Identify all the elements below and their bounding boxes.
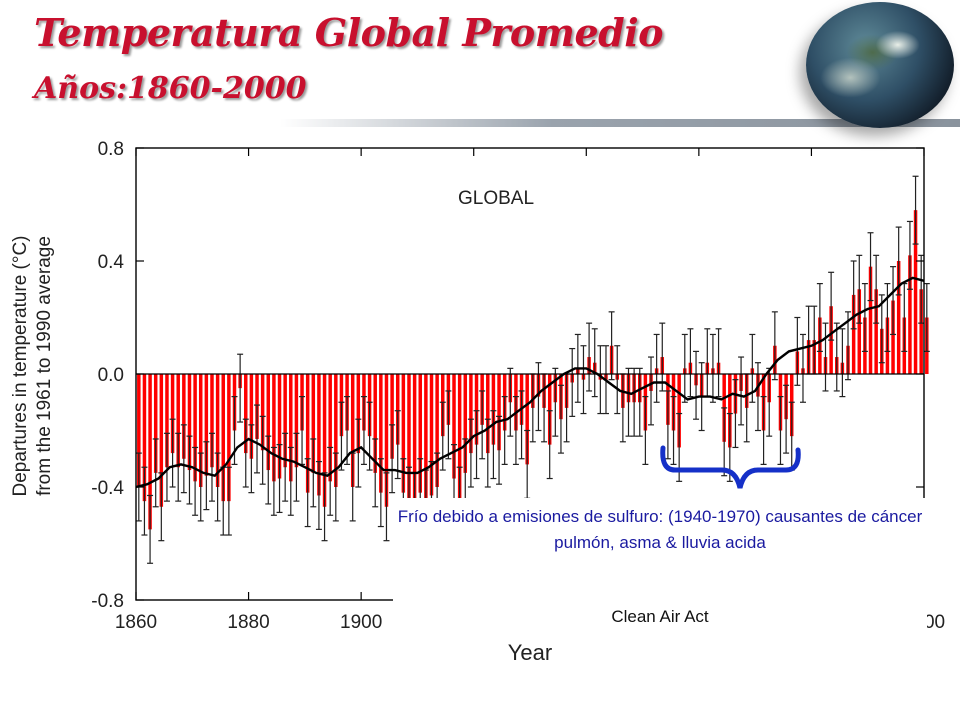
- bar-1895: [334, 374, 338, 487]
- y-tick-label-0: 0.8: [98, 139, 124, 160]
- bar-1871: [198, 374, 203, 487]
- bar-1887: [289, 374, 293, 482]
- bar-1902: [373, 374, 377, 473]
- bar-1875: [221, 374, 225, 502]
- bar-1899: [356, 374, 361, 454]
- bar-1919: [469, 374, 473, 454]
- chart-title: GLOBAL: [458, 188, 534, 209]
- bar-1876: [227, 374, 231, 502]
- bar-1870: [193, 374, 197, 482]
- y-tick-label-1: 0.4: [98, 252, 125, 273]
- bar-1865: [165, 374, 169, 468]
- x-tick-label-1860: 1860: [115, 612, 157, 633]
- bar-1918: [463, 374, 468, 473]
- clean-air-act-label: Clean Air Act: [611, 607, 709, 626]
- bar-1998: [913, 210, 918, 374]
- bar-1988: [857, 289, 862, 374]
- bar-1906: [395, 374, 400, 445]
- bar-1909: [412, 374, 417, 507]
- bar-1872: [204, 374, 209, 476]
- bar-1956: [677, 374, 681, 448]
- title-divider: [280, 119, 960, 127]
- bar-1933: [547, 374, 552, 445]
- bar-1912: [429, 374, 434, 496]
- bar-1862: [148, 374, 152, 530]
- bar-1904: [384, 374, 389, 507]
- bar-1860: [137, 374, 141, 487]
- bar-1886: [283, 374, 287, 468]
- bar-1913: [435, 374, 439, 487]
- bar-1866: [170, 374, 175, 454]
- bar-1965: [728, 374, 732, 448]
- x-tick-label-1880: 1880: [227, 612, 269, 633]
- bar-1924: [497, 374, 501, 451]
- bar-1888: [294, 374, 299, 468]
- bar-1911: [424, 374, 428, 504]
- slide-subtitle: Años:1860-2000: [34, 71, 307, 106]
- bar-1990: [868, 266, 873, 374]
- bar-1999: [919, 289, 923, 374]
- bar-1916: [452, 374, 456, 479]
- bar-1987: [851, 294, 856, 374]
- bar-1898: [350, 374, 355, 487]
- bar-1873: [210, 374, 214, 468]
- bar-1894: [328, 374, 332, 482]
- bar-1929: [525, 374, 529, 465]
- annotation-text: Frío debido a emisiones de sulfuro: (194…: [397, 507, 923, 552]
- smoothed-trend-line: [135, 276, 925, 489]
- bar-1885: [277, 374, 282, 479]
- period-brace: [660, 445, 801, 489]
- bar-1867: [176, 374, 180, 468]
- bar-1917: [457, 374, 462, 502]
- bar-1905: [390, 374, 394, 459]
- bar-1991: [874, 289, 878, 374]
- y-tick-label-3: -0.4: [91, 478, 124, 499]
- bar-1874: [215, 374, 220, 487]
- y-tick-label-2: 0.0: [98, 365, 124, 386]
- bar-1910: [418, 374, 422, 493]
- bar-1907: [401, 374, 406, 493]
- slide-title: Temperatura Global Promedio: [34, 10, 664, 55]
- bar-1908: [407, 374, 411, 502]
- bar-1868: [182, 374, 186, 459]
- globe-image: [806, 2, 954, 128]
- plot-area: [135, 175, 930, 564]
- bar-1869: [187, 374, 192, 471]
- bar-1890: [305, 374, 310, 493]
- bar-1863: [153, 374, 158, 473]
- bar-1893: [322, 374, 327, 507]
- annotation-box: Frío debido a emisiones de sulfuro: (194…: [393, 498, 927, 636]
- bar-1997: [908, 255, 912, 374]
- bar-1880: [249, 374, 254, 459]
- bar-1882: [260, 374, 265, 451]
- y-axis-label-line1: Departures in temperature (°C): [10, 235, 31, 496]
- bar-1923: [491, 374, 496, 445]
- bar-1994: [891, 300, 895, 374]
- y-axis-label-line2: from the 1961 to 1990 average: [34, 236, 55, 496]
- y-tick-label-4: -0.8: [91, 591, 124, 612]
- x-axis-label: Year: [508, 640, 552, 665]
- bar-1884: [272, 374, 276, 482]
- bar-1864: [159, 374, 164, 507]
- bar-1892: [317, 374, 321, 496]
- bar-1920: [474, 374, 479, 445]
- bar-1891: [311, 374, 316, 473]
- bar-1861: [142, 374, 147, 502]
- bar-1995: [896, 261, 901, 374]
- bar-1879: [244, 374, 248, 454]
- bar-1922: [486, 374, 490, 454]
- bar-1883: [266, 374, 271, 471]
- x-tick-label-1900: 1900: [340, 612, 382, 633]
- bar-1903: [379, 374, 383, 493]
